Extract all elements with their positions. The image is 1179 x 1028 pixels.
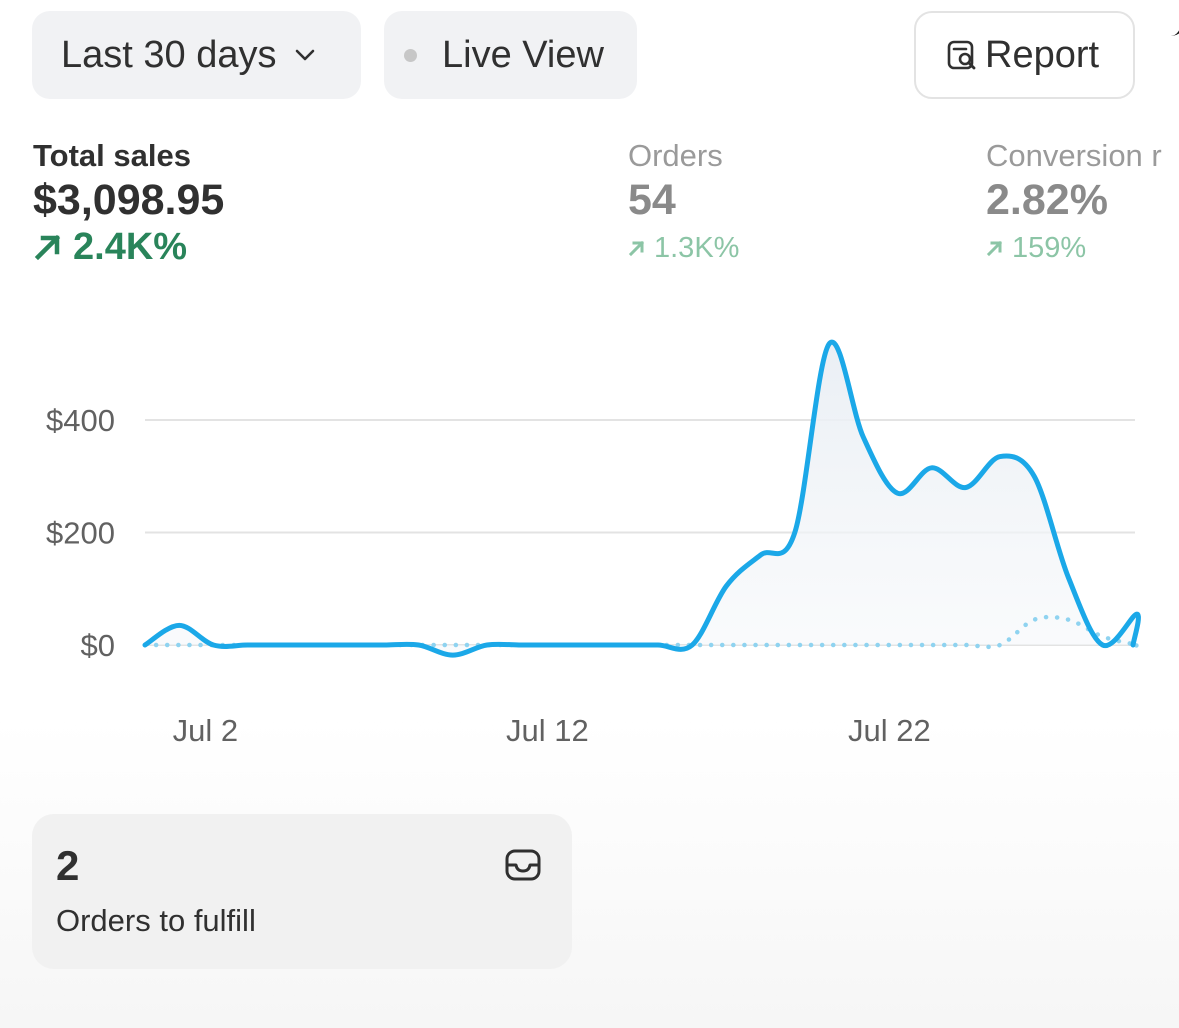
date-range-label: Last 30 days (61, 33, 277, 76)
inbox-icon (504, 848, 542, 887)
orders-delta-value: 1.3K% (654, 232, 740, 264)
y-tick-label: $200 (46, 516, 115, 551)
conversion-delta: 159% (986, 226, 1162, 270)
sales-area-fill (145, 342, 1139, 656)
x-tick-label: Jul 2 (173, 713, 238, 748)
arrow-up-right-icon (34, 234, 61, 261)
orders-metric[interactable]: Orders 54 1.3K% (628, 138, 739, 270)
conversion-metric[interactable]: Conversion r 2.82% 159% (986, 138, 1162, 270)
conversion-label: Conversion r (986, 138, 1162, 173)
report-label: Report (985, 33, 1100, 76)
arrow-up-right-icon (628, 240, 645, 257)
conversion-value: 2.82% (986, 176, 1108, 224)
total-sales-value: $3,098.95 (33, 176, 225, 224)
orders-value: 54 (628, 176, 676, 224)
date-range-selector[interactable]: Last 30 days (32, 11, 361, 99)
orders-label: Orders (628, 138, 723, 173)
orders-to-fulfill-count: 2 (56, 842, 80, 889)
total-sales-metric[interactable]: Total sales $3,098.95 2.4K% (33, 138, 224, 269)
y-tick-label: $0 (81, 628, 115, 663)
comparison-series-line (142, 614, 1141, 650)
y-tick-label: $400 (46, 403, 115, 438)
total-sales-delta-value: 2.4K% (73, 226, 188, 268)
orders-to-fulfill-label: Orders to fulfill (56, 903, 256, 938)
device-frame-edge (1165, 0, 1179, 36)
x-tick-label: Jul 12 (506, 713, 589, 748)
x-tick-label: Jul 22 (848, 713, 931, 748)
sales-chart[interactable]: $400 $200 $0 Jul 2 Jul 12 Jul 22 (0, 300, 1179, 770)
status-dot-icon (404, 48, 417, 62)
conversion-delta-value: 159% (1012, 232, 1087, 264)
total-sales-label: Total sales (33, 138, 191, 173)
total-sales-delta: 2.4K% (33, 225, 224, 269)
live-view-button[interactable]: Live View (384, 11, 637, 99)
sales-series-line (142, 339, 1141, 658)
report-search-icon (945, 38, 979, 72)
orders-to-fulfill-card[interactable]: 2 Orders to fulfill (32, 814, 572, 969)
arrow-up-right-icon (986, 240, 1003, 257)
chevron-down-icon (294, 48, 316, 62)
orders-delta: 1.3K% (628, 226, 739, 270)
live-view-label: Live View (442, 33, 604, 76)
report-button[interactable]: Report (914, 11, 1135, 99)
